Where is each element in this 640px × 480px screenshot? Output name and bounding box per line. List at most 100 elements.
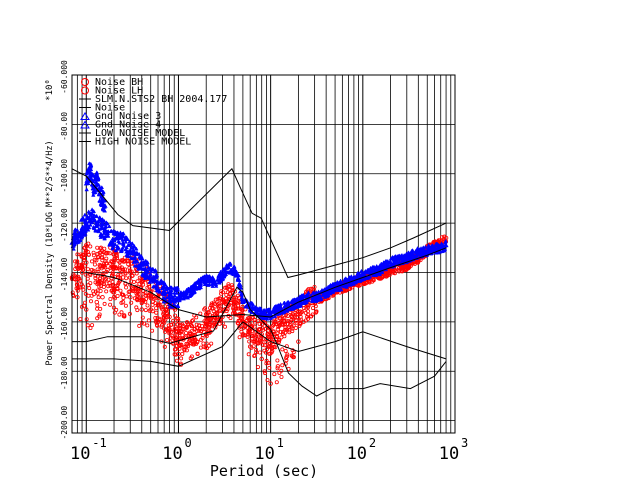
data-point bbox=[272, 321, 277, 326]
data-point bbox=[100, 207, 106, 212]
data-point bbox=[397, 259, 402, 264]
x-tick-exponent: 1 bbox=[277, 436, 284, 450]
data-point bbox=[268, 308, 273, 313]
legend-triangle-marker bbox=[80, 112, 90, 120]
data-point bbox=[207, 282, 212, 287]
data-point bbox=[255, 365, 260, 370]
data-point bbox=[194, 341, 199, 346]
y-axis-title: Power Spectral Density (10*LOG M**2/S**4… bbox=[45, 140, 55, 365]
data-point bbox=[213, 283, 219, 288]
data-point bbox=[75, 260, 80, 265]
data-point bbox=[103, 259, 108, 264]
data-point bbox=[93, 221, 99, 226]
data-point bbox=[108, 261, 113, 266]
legend-label: LOW NOISE MODEL bbox=[95, 128, 185, 139]
data-point bbox=[327, 284, 332, 289]
data-point bbox=[178, 322, 183, 327]
data-point bbox=[207, 317, 212, 322]
data-point bbox=[132, 256, 137, 261]
data-point bbox=[163, 287, 169, 292]
data-point bbox=[90, 186, 95, 191]
data-point bbox=[190, 318, 195, 323]
data-point bbox=[83, 300, 88, 305]
data-point bbox=[162, 326, 167, 331]
data-point bbox=[277, 302, 283, 307]
data-point bbox=[95, 267, 100, 272]
data-point bbox=[186, 286, 191, 291]
data-point bbox=[172, 293, 177, 298]
data-point bbox=[124, 276, 129, 281]
data-point bbox=[174, 326, 179, 331]
data-point bbox=[162, 344, 167, 349]
data-point bbox=[216, 304, 221, 309]
data-point bbox=[203, 321, 208, 326]
data-point bbox=[386, 260, 391, 265]
data-point bbox=[97, 198, 103, 203]
data-point bbox=[434, 241, 439, 246]
data-point bbox=[198, 345, 203, 350]
data-point bbox=[177, 330, 182, 335]
data-point bbox=[426, 250, 431, 255]
data-point bbox=[154, 306, 159, 311]
data-point bbox=[237, 289, 243, 294]
data-point bbox=[377, 262, 383, 267]
data-point bbox=[132, 296, 137, 301]
data-point bbox=[299, 309, 304, 314]
data-point bbox=[93, 228, 98, 233]
data-point bbox=[94, 181, 100, 186]
legend-label: SLM.N.STS2 BH 2004.177 bbox=[95, 94, 227, 105]
data-point bbox=[117, 312, 122, 317]
data-point bbox=[75, 252, 80, 257]
data-point bbox=[344, 283, 349, 288]
data-point bbox=[116, 280, 121, 285]
data-point bbox=[236, 321, 241, 326]
legend-circle-marker bbox=[81, 86, 89, 95]
data-point bbox=[114, 307, 119, 312]
data-point bbox=[268, 326, 273, 331]
data-point bbox=[218, 307, 223, 312]
data-point bbox=[128, 255, 134, 260]
data-point bbox=[92, 257, 97, 262]
data-point bbox=[220, 270, 226, 275]
data-point bbox=[87, 167, 92, 172]
data-point bbox=[183, 344, 189, 349]
data-point bbox=[91, 253, 96, 258]
data-point bbox=[81, 287, 86, 292]
data-point bbox=[271, 319, 276, 324]
data-point bbox=[310, 306, 315, 311]
data-point bbox=[236, 318, 241, 323]
data-point bbox=[134, 246, 139, 251]
data-point bbox=[251, 339, 256, 344]
data-point bbox=[254, 340, 259, 345]
data-point bbox=[171, 318, 176, 323]
data-point bbox=[422, 251, 427, 256]
data-point bbox=[83, 250, 88, 255]
data-point bbox=[430, 245, 436, 250]
data-point bbox=[159, 305, 164, 310]
data-point bbox=[170, 298, 176, 303]
data-point bbox=[131, 243, 137, 248]
data-point bbox=[443, 238, 449, 243]
data-point bbox=[119, 292, 124, 297]
data-point bbox=[111, 290, 116, 295]
data-point bbox=[129, 245, 134, 250]
data-point bbox=[187, 293, 192, 298]
y-tick-label: -180.00 bbox=[60, 356, 69, 390]
data-point bbox=[225, 307, 230, 312]
data-point bbox=[148, 296, 153, 301]
data-point bbox=[151, 284, 156, 289]
data-point bbox=[98, 306, 103, 311]
legend-item: Noise bbox=[79, 103, 125, 114]
data-point bbox=[272, 372, 277, 377]
data-point bbox=[291, 312, 296, 317]
data-point bbox=[414, 247, 420, 252]
data-point bbox=[174, 290, 180, 295]
data-point bbox=[282, 316, 287, 321]
data-point bbox=[293, 325, 298, 330]
data-point bbox=[115, 282, 120, 287]
data-point bbox=[431, 239, 436, 244]
data-point bbox=[87, 173, 92, 178]
data-point bbox=[418, 257, 423, 262]
x-tick-base: 10 bbox=[439, 444, 459, 464]
